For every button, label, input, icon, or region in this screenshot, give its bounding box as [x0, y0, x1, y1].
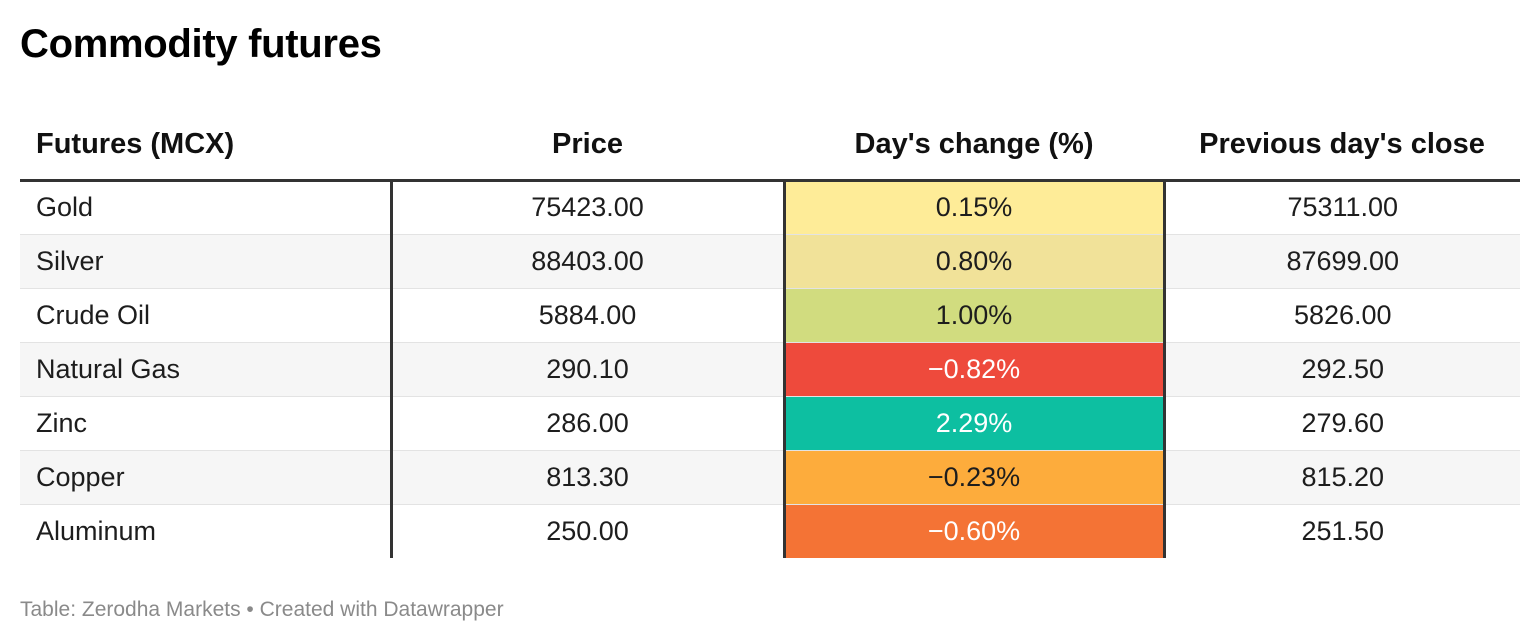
cell-previous-close: 75311.00	[1164, 180, 1520, 235]
cell-day-change: −0.82%	[784, 342, 1166, 397]
cell-futures-name: Copper	[20, 450, 393, 505]
cell-futures-name: Aluminum	[20, 504, 393, 558]
cell-day-change: 0.80%	[784, 234, 1166, 289]
cell-price: 286.00	[391, 396, 786, 451]
cell-day-change: 1.00%	[784, 288, 1166, 343]
cell-previous-close: 251.50	[1301, 515, 1385, 546]
cell-previous-close: 815.20	[1164, 450, 1520, 505]
cell-day-change: 2.29%	[784, 396, 1166, 451]
cell-price: 75423.00	[391, 180, 786, 235]
cell-price: 5884.00	[391, 288, 786, 343]
table-row: Zinc 286.00 2.29% 279.60	[20, 396, 1520, 451]
cell-previous-close: 5826.00	[1164, 288, 1520, 343]
cell-previous-close: 279.60	[1164, 396, 1520, 451]
cell-futures-name: Gold	[20, 180, 393, 235]
cell-futures-name: Zinc	[20, 396, 393, 451]
cell-futures-name: Silver	[20, 234, 393, 289]
column-header-change[interactable]: Day's change (%)	[784, 110, 1164, 182]
cell-day-change: −0.60%	[784, 504, 1166, 558]
column-header-previous-close[interactable]: Previous day's close	[1164, 110, 1520, 182]
cell-previous-close: 87699.00	[1164, 234, 1520, 289]
commodity-futures-table: Futures (MCX) Price Day's change (%) Pre…	[20, 110, 1520, 558]
table-header-row: Futures (MCX) Price Day's change (%) Pre…	[20, 110, 1520, 182]
column-header-futures[interactable]: Futures (MCX)	[20, 110, 391, 182]
table-row: Crude Oil 5884.00 1.00% 5826.00	[20, 288, 1520, 343]
table-row: Gold 75423.00 0.15% 75311.00	[20, 180, 1520, 235]
table-row: Aluminum 250.00 −0.60% 251.50	[20, 504, 1520, 558]
table-row: Copper 813.30 −0.23% 815.20	[20, 450, 1520, 505]
cell-price: 88403.00	[391, 234, 786, 289]
cell-previous-close: 292.50	[1164, 342, 1520, 397]
column-header-price[interactable]: Price	[391, 110, 784, 182]
table-body: Gold 75423.00 0.15% 75311.00 Silver 88403.00 0…	[20, 180, 1520, 558]
cell-futures-name: Crude Oil	[20, 288, 393, 343]
chart-title: Commodity futures	[20, 22, 382, 66]
cell-price: 290.10	[391, 342, 786, 397]
table-row: Silver 88403.00 0.80% 87699.00	[20, 234, 1520, 289]
table-row: Natural Gas 290.10 −0.82% 292.50	[20, 342, 1520, 397]
source-footer: Table: Zerodha Markets • Created with Da…	[20, 598, 504, 621]
cell-day-change: −0.23%	[784, 450, 1166, 505]
cell-futures-name: Natural Gas	[20, 342, 393, 397]
cell-price: 813.30	[391, 450, 786, 505]
cell-price: 250.00	[391, 504, 786, 558]
cell-day-change: 0.15%	[784, 180, 1166, 235]
